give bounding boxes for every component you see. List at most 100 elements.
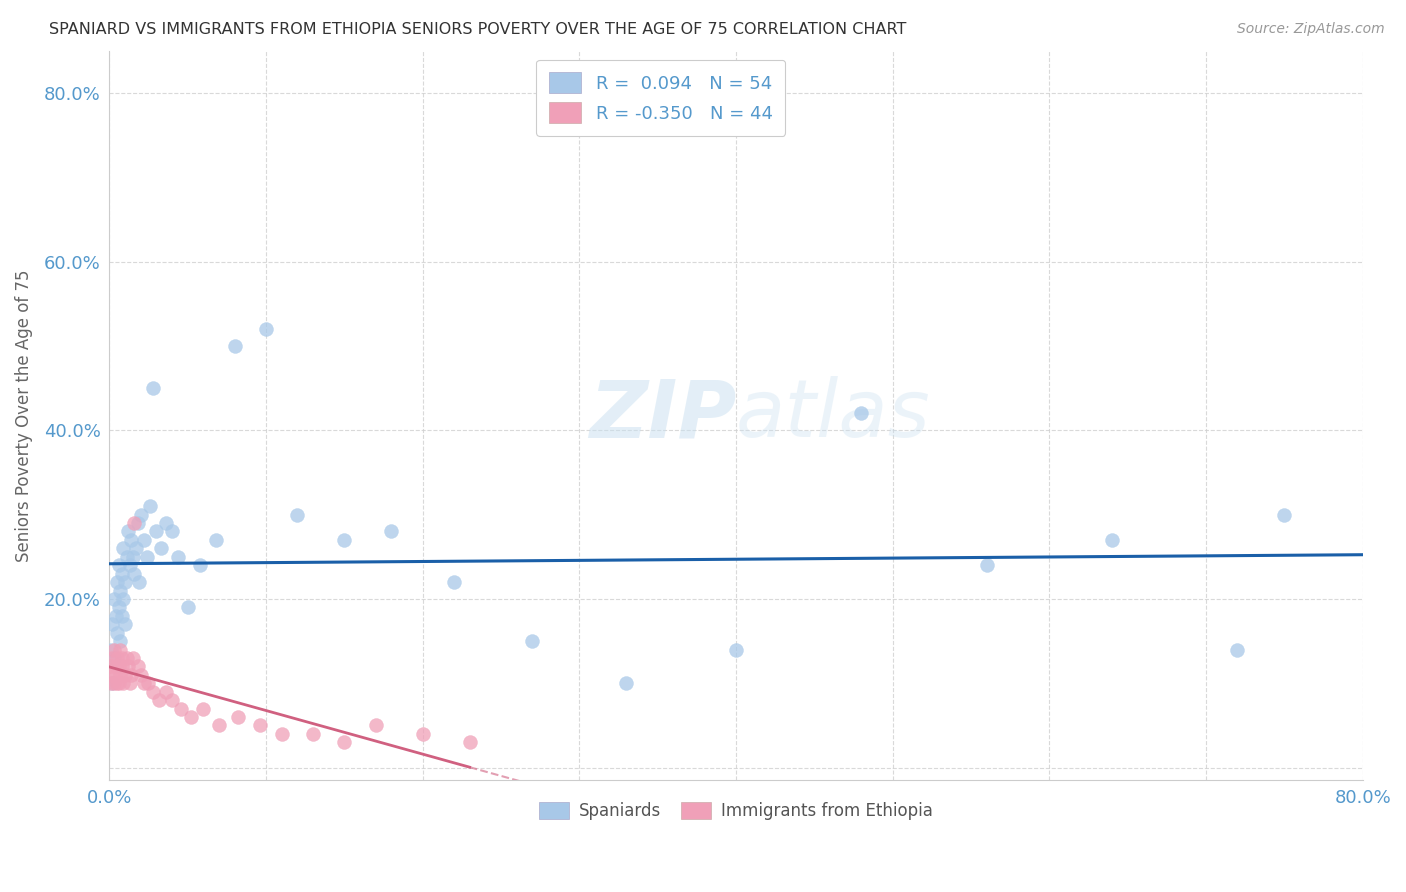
Point <box>104 659 127 673</box>
Y-axis label: Seniors Poverty Over the Age of 75: Seniors Poverty Over the Age of 75 <box>15 269 32 562</box>
Point <box>380 524 402 539</box>
Point <box>112 591 135 606</box>
Point <box>115 549 138 564</box>
Point <box>114 668 136 682</box>
Point <box>110 668 132 682</box>
Point <box>135 549 157 564</box>
Point <box>226 710 249 724</box>
Point <box>193 701 215 715</box>
Point <box>249 718 271 732</box>
Point <box>160 693 183 707</box>
Point <box>105 625 128 640</box>
Point <box>118 558 141 573</box>
Point <box>103 642 125 657</box>
Point <box>110 642 132 657</box>
Point <box>111 651 134 665</box>
Point <box>127 659 149 673</box>
Point <box>170 701 193 715</box>
Point <box>112 676 135 690</box>
Point <box>127 516 149 530</box>
Point <box>100 659 122 673</box>
Point <box>139 499 162 513</box>
Point <box>142 684 165 698</box>
Point <box>132 533 155 547</box>
Text: Source: ZipAtlas.com: Source: ZipAtlas.com <box>1237 22 1385 37</box>
Point <box>458 735 481 749</box>
Point <box>111 566 134 581</box>
Point <box>121 651 143 665</box>
Point <box>114 617 136 632</box>
Point <box>111 659 134 673</box>
Point <box>224 339 246 353</box>
Point <box>208 718 231 732</box>
Point <box>155 684 177 698</box>
Point <box>111 608 134 623</box>
Point <box>160 524 183 539</box>
Point <box>167 549 190 564</box>
Point <box>124 566 146 581</box>
Point <box>150 541 173 556</box>
Point <box>112 541 135 556</box>
Point <box>1226 642 1249 657</box>
Point <box>180 710 202 724</box>
Point <box>105 676 128 690</box>
Point <box>115 651 138 665</box>
Point <box>145 524 167 539</box>
Point <box>1272 508 1295 522</box>
Point <box>142 381 165 395</box>
Point <box>333 735 356 749</box>
Point <box>176 600 198 615</box>
Point <box>103 651 125 665</box>
Point <box>100 676 122 690</box>
Point <box>107 676 129 690</box>
Point <box>107 600 129 615</box>
Point <box>120 533 142 547</box>
Point <box>364 718 387 732</box>
Point <box>851 406 873 420</box>
Point <box>103 676 125 690</box>
Point <box>124 516 146 530</box>
Text: ZIP: ZIP <box>589 376 735 455</box>
Point <box>101 651 124 665</box>
Point <box>117 659 139 673</box>
Point <box>121 549 143 564</box>
Point <box>148 693 170 707</box>
Point <box>107 659 129 673</box>
Point <box>117 524 139 539</box>
Point <box>128 575 150 590</box>
Point <box>302 727 325 741</box>
Point <box>270 727 292 741</box>
Point <box>443 575 465 590</box>
Point <box>107 558 129 573</box>
Text: atlas: atlas <box>735 376 931 455</box>
Point <box>114 575 136 590</box>
Point <box>333 533 356 547</box>
Point <box>101 676 124 690</box>
Point <box>132 676 155 690</box>
Point <box>254 322 277 336</box>
Point <box>155 516 177 530</box>
Point <box>125 541 148 556</box>
Legend: Spaniards, Immigrants from Ethiopia: Spaniards, Immigrants from Ethiopia <box>533 795 939 827</box>
Point <box>120 668 142 682</box>
Point <box>104 608 127 623</box>
Point <box>129 508 152 522</box>
Point <box>522 634 544 648</box>
Point <box>104 668 127 682</box>
Point <box>103 591 125 606</box>
Point <box>105 575 128 590</box>
Point <box>285 508 308 522</box>
Point <box>101 668 124 682</box>
Point <box>724 642 747 657</box>
Point <box>412 727 434 741</box>
Point <box>129 668 152 682</box>
Point <box>100 642 122 657</box>
Point <box>101 617 124 632</box>
Point <box>188 558 211 573</box>
Point <box>110 634 132 648</box>
Text: SPANIARD VS IMMIGRANTS FROM ETHIOPIA SENIORS POVERTY OVER THE AGE OF 75 CORRELAT: SPANIARD VS IMMIGRANTS FROM ETHIOPIA SEN… <box>49 22 907 37</box>
Point <box>110 583 132 598</box>
Point <box>205 533 228 547</box>
Point <box>105 651 128 665</box>
Point <box>118 676 141 690</box>
